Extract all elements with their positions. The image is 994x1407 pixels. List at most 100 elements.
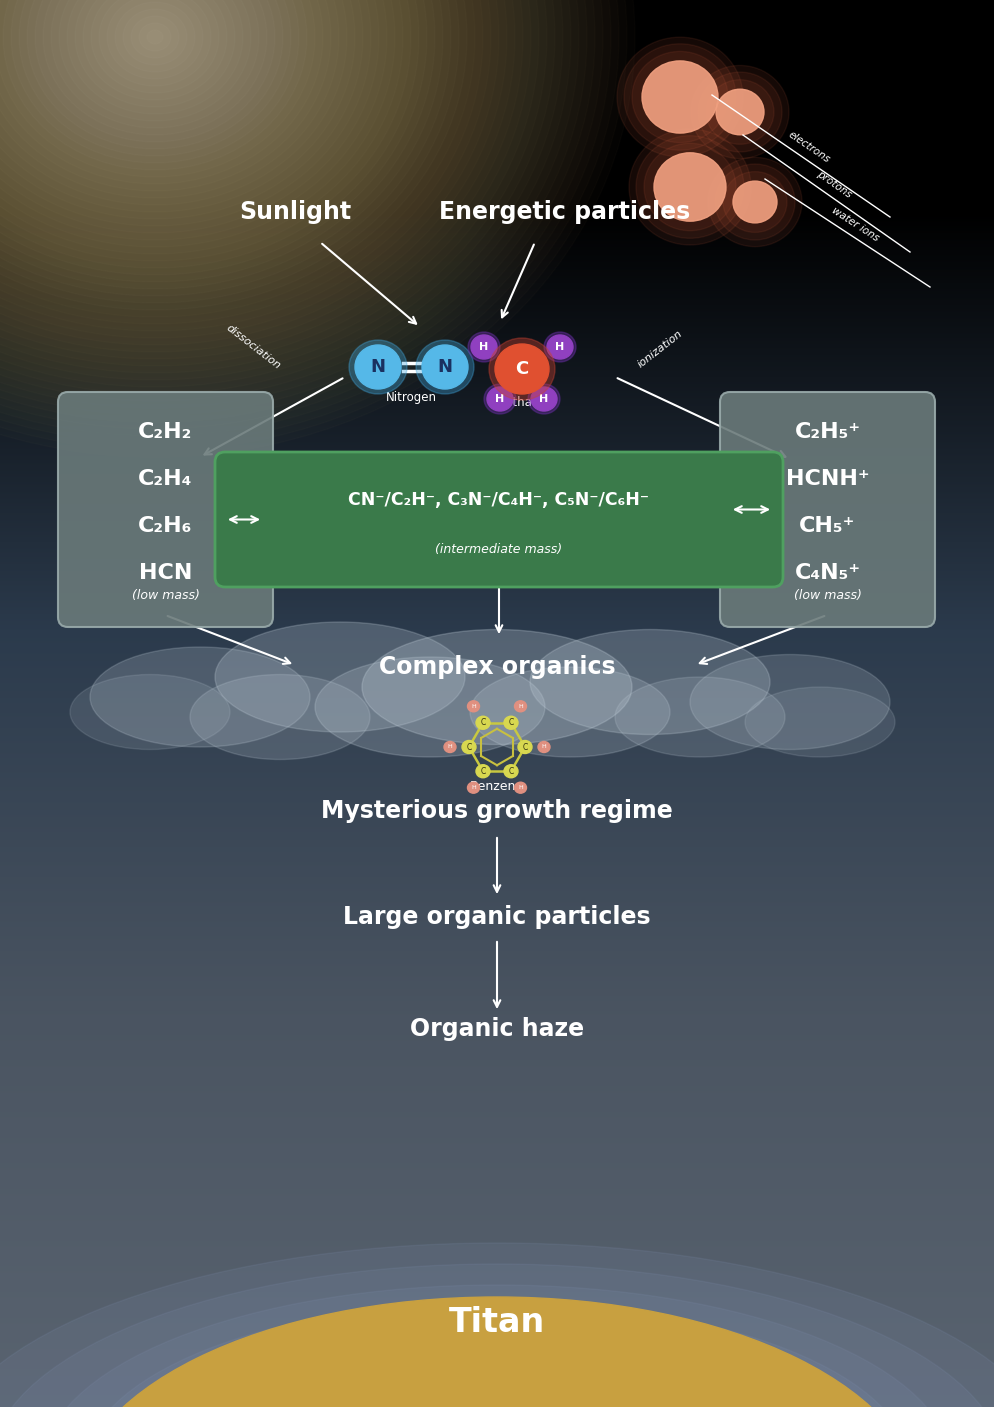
Ellipse shape (476, 765, 490, 778)
Ellipse shape (544, 332, 576, 362)
Ellipse shape (644, 144, 736, 231)
Ellipse shape (723, 172, 787, 232)
Text: N: N (371, 357, 386, 376)
Text: Sunlight: Sunlight (239, 200, 351, 224)
Text: H: H (479, 342, 489, 352)
Ellipse shape (487, 387, 513, 411)
Ellipse shape (444, 741, 456, 753)
Text: CN⁻/C₂H⁻, C₃N⁻/C₄H⁻, C₅N⁻/C₆H⁻: CN⁻/C₂H⁻, C₃N⁻/C₄H⁻, C₅N⁻/C₆H⁻ (349, 491, 649, 509)
Text: Benzene: Benzene (470, 781, 524, 794)
Ellipse shape (355, 345, 401, 388)
Text: protons: protons (815, 169, 854, 200)
Text: Complex organics: Complex organics (379, 656, 615, 680)
Text: C₂H₅⁺: C₂H₅⁺ (794, 422, 861, 442)
Text: H: H (556, 342, 565, 352)
Text: H: H (471, 785, 476, 791)
Ellipse shape (698, 72, 782, 152)
Text: N: N (437, 357, 452, 376)
Ellipse shape (504, 716, 518, 729)
Ellipse shape (538, 741, 550, 753)
Text: H: H (495, 394, 505, 404)
Text: Mysterious growth regime: Mysterious growth regime (321, 799, 673, 823)
Ellipse shape (624, 44, 736, 151)
Text: C: C (523, 743, 528, 751)
Text: Methane: Methane (496, 395, 548, 408)
Ellipse shape (654, 153, 726, 221)
Text: CH₅⁺: CH₅⁺ (799, 516, 856, 536)
Text: H: H (518, 785, 523, 791)
Ellipse shape (416, 340, 474, 394)
Text: HCN: HCN (139, 563, 192, 582)
Ellipse shape (72, 1297, 922, 1407)
Ellipse shape (531, 387, 557, 411)
Ellipse shape (471, 335, 497, 359)
Ellipse shape (690, 654, 890, 750)
Ellipse shape (476, 716, 490, 729)
Text: dissociation: dissociation (224, 322, 282, 371)
Ellipse shape (706, 80, 774, 145)
Text: C: C (515, 360, 529, 378)
Ellipse shape (515, 782, 527, 794)
Text: Organic haze: Organic haze (410, 1017, 584, 1041)
Text: H: H (540, 394, 549, 404)
Ellipse shape (691, 66, 789, 159)
Ellipse shape (315, 657, 545, 757)
Ellipse shape (733, 182, 777, 222)
Ellipse shape (462, 740, 476, 754)
Ellipse shape (84, 1301, 910, 1407)
Text: C₂H₄: C₂H₄ (138, 469, 193, 490)
Text: Large organic particles: Large organic particles (343, 905, 651, 929)
Text: C: C (466, 743, 471, 751)
Ellipse shape (615, 677, 785, 757)
Text: C: C (480, 767, 486, 775)
Text: (low mass): (low mass) (131, 588, 200, 602)
Ellipse shape (636, 135, 744, 238)
Text: C₄N₅⁺: C₄N₅⁺ (794, 563, 861, 582)
Text: (intermediate mass): (intermediate mass) (435, 543, 563, 556)
Ellipse shape (745, 687, 895, 757)
Text: H: H (471, 704, 476, 709)
Ellipse shape (530, 629, 770, 734)
Text: C: C (508, 718, 514, 727)
Text: Titan: Titan (449, 1306, 545, 1338)
Text: water ions: water ions (830, 205, 881, 243)
Text: electrons: electrons (786, 129, 832, 165)
Ellipse shape (0, 1242, 994, 1407)
FancyBboxPatch shape (720, 393, 935, 628)
Ellipse shape (716, 89, 764, 135)
Text: C₂H₂: C₂H₂ (138, 422, 193, 442)
Ellipse shape (484, 384, 516, 414)
Ellipse shape (715, 165, 795, 241)
Ellipse shape (518, 740, 532, 754)
Ellipse shape (90, 647, 310, 747)
Ellipse shape (642, 61, 718, 134)
Ellipse shape (190, 674, 370, 760)
Ellipse shape (470, 667, 670, 757)
Text: C: C (508, 767, 514, 775)
Text: ionization: ionization (635, 328, 684, 370)
Ellipse shape (0, 1263, 994, 1407)
Text: H: H (447, 744, 452, 750)
Text: Energetic particles: Energetic particles (439, 200, 691, 224)
Ellipse shape (467, 701, 479, 712)
Ellipse shape (617, 37, 743, 156)
Ellipse shape (467, 782, 479, 794)
Text: C: C (480, 718, 486, 727)
Ellipse shape (215, 622, 465, 732)
Ellipse shape (422, 345, 468, 388)
FancyBboxPatch shape (215, 452, 783, 587)
FancyBboxPatch shape (58, 393, 273, 628)
Text: HCNH⁺: HCNH⁺ (785, 469, 870, 490)
Ellipse shape (468, 332, 500, 362)
Ellipse shape (362, 629, 632, 744)
Ellipse shape (547, 335, 573, 359)
Ellipse shape (42, 1285, 952, 1407)
Text: (low mass): (low mass) (793, 588, 862, 602)
Ellipse shape (349, 340, 407, 394)
Text: Nitrogen: Nitrogen (386, 391, 436, 404)
Ellipse shape (515, 701, 527, 712)
Ellipse shape (629, 129, 751, 245)
Ellipse shape (504, 765, 518, 778)
Text: C₂H₆: C₂H₆ (138, 516, 193, 536)
Ellipse shape (489, 338, 555, 400)
